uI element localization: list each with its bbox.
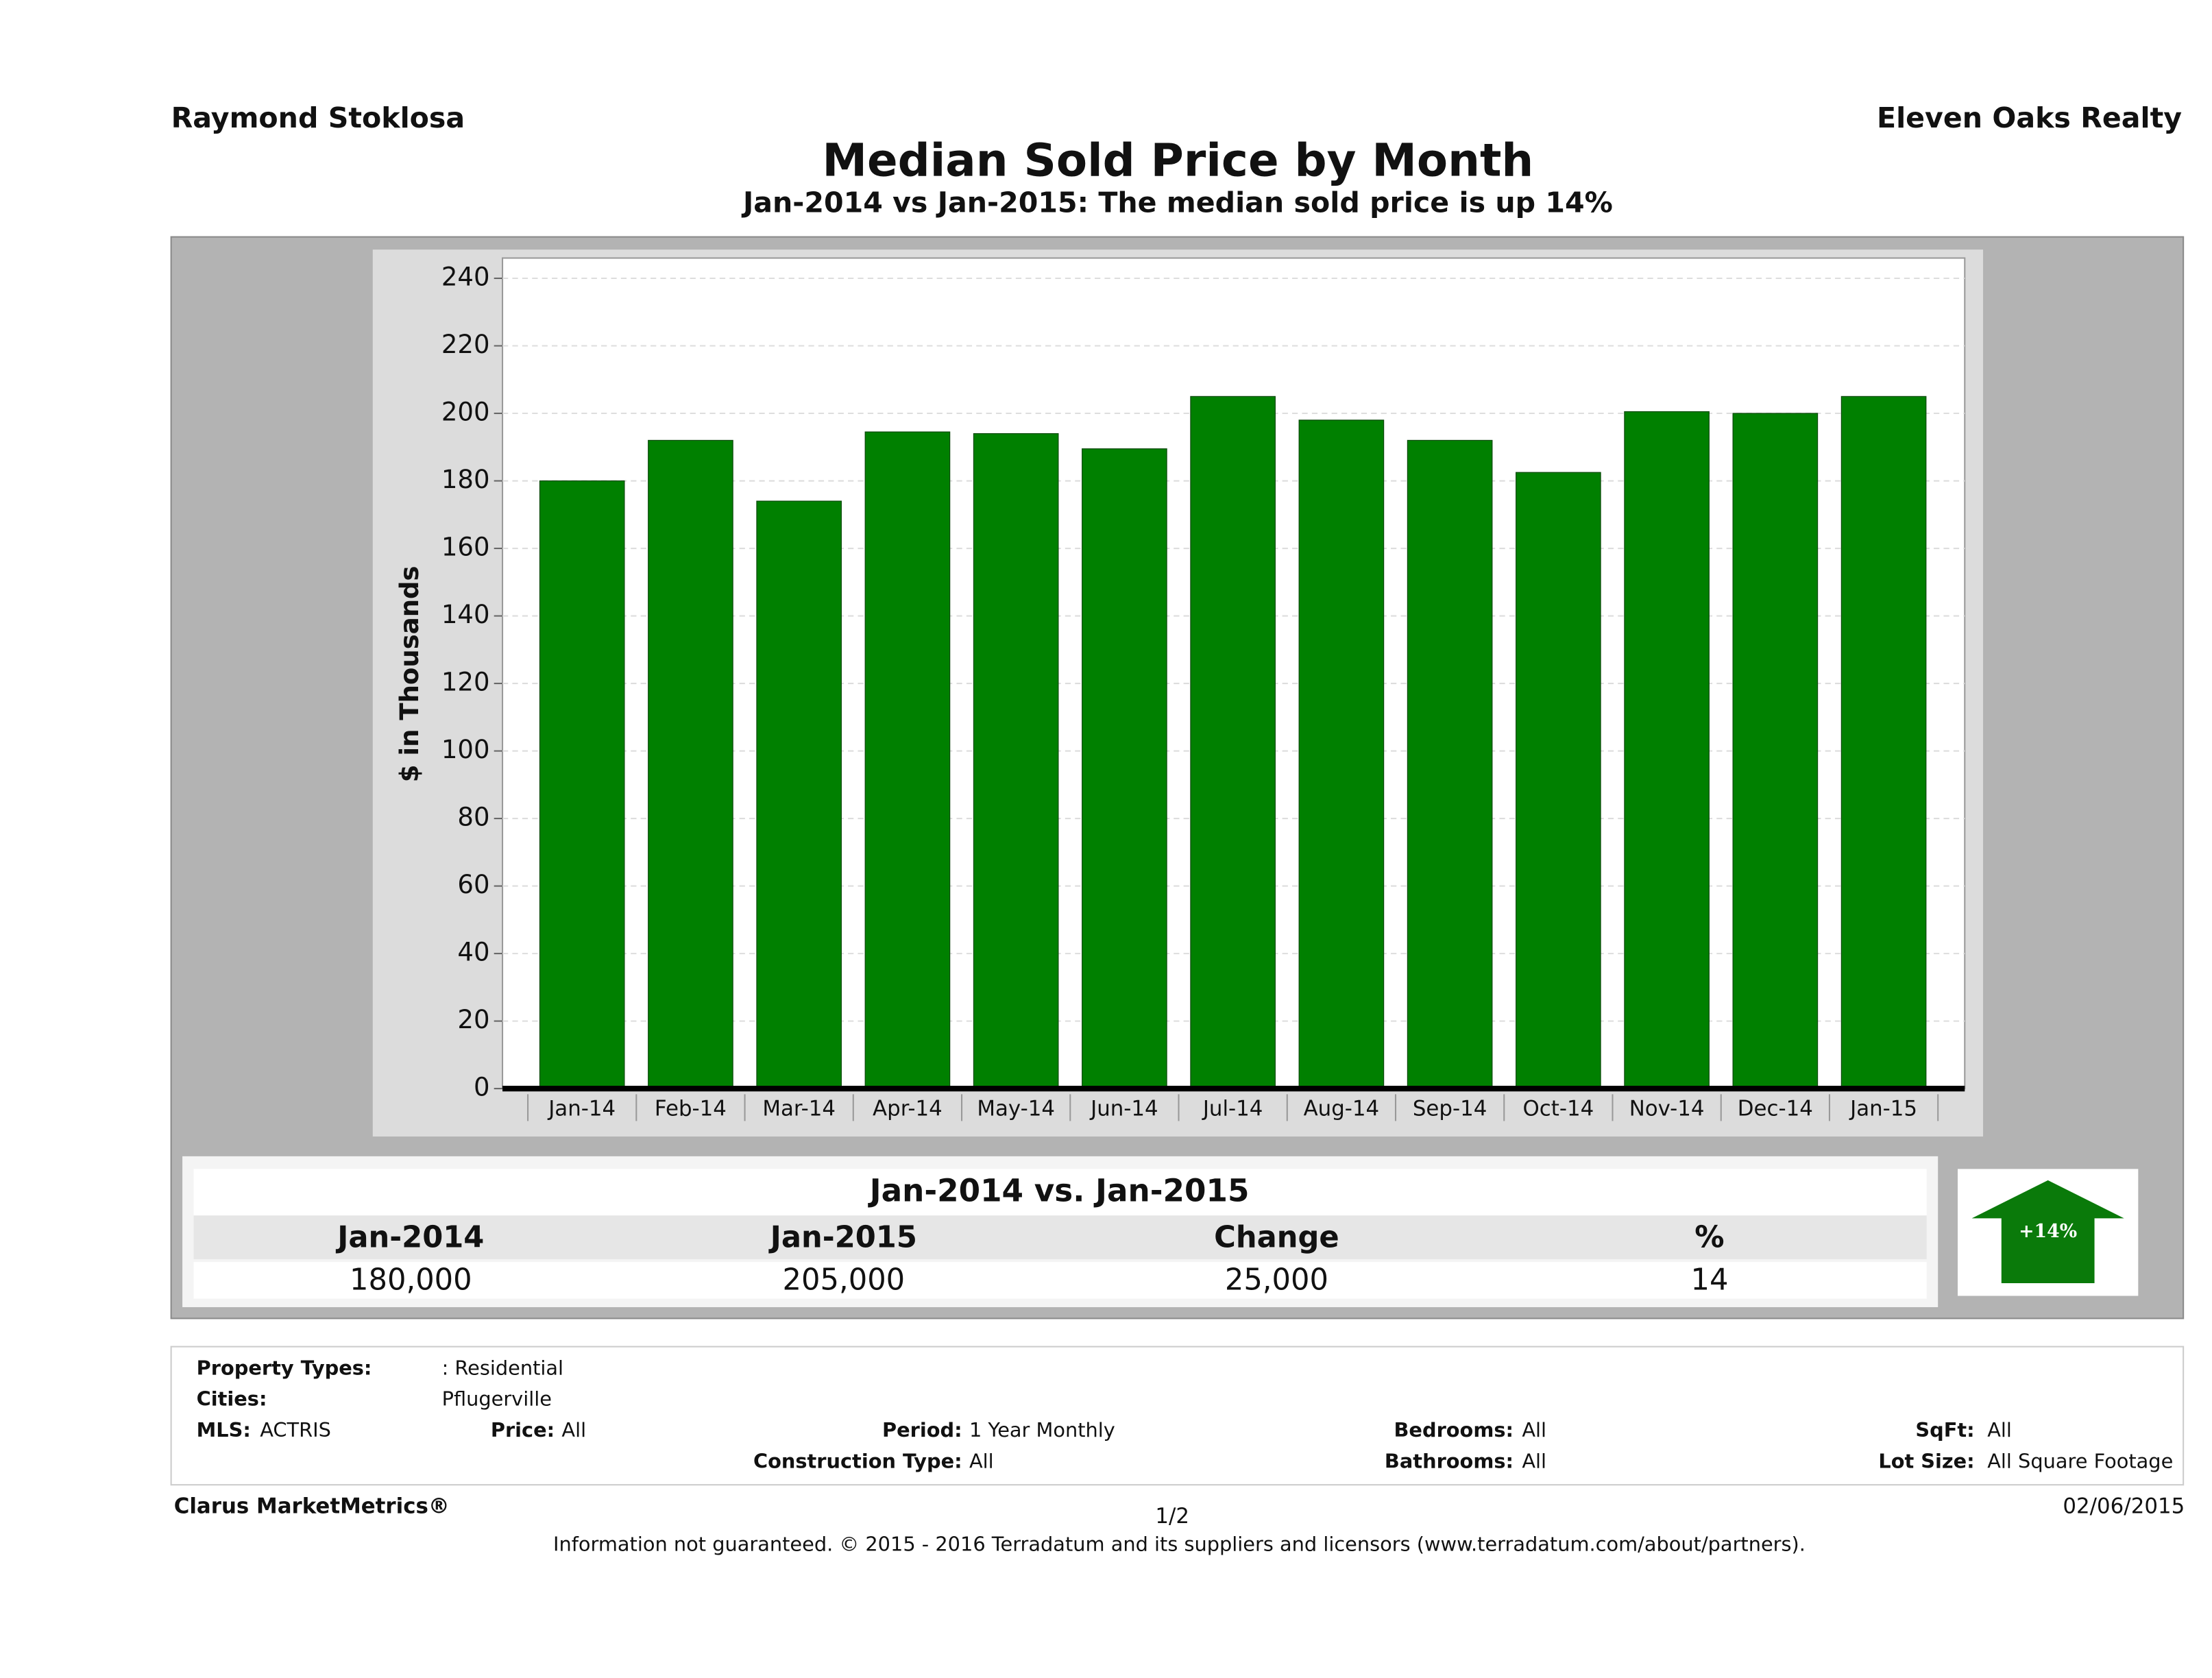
bar (973, 433, 1059, 1089)
detail-label: SqFt: (1915, 1418, 1974, 1442)
detail-value: All Square Footage (1987, 1449, 2173, 1472)
summary-title: Jan-2014 vs. Jan-2015 (868, 1172, 1250, 1208)
x-tick-label: Dec-14 (1738, 1096, 1813, 1121)
summary-value-row (193, 1262, 1927, 1299)
x-tick-label: Feb-14 (655, 1096, 727, 1121)
bar (1298, 420, 1385, 1089)
y-tick-label: 100 (441, 735, 490, 764)
badge-label: +14% (2019, 1221, 2077, 1242)
detail-label: Bedrooms: (1394, 1418, 1514, 1442)
detail-label: Bathrooms: (1385, 1449, 1514, 1472)
y-axis-label: $ in Thousands (395, 566, 424, 782)
bar (1840, 396, 1927, 1089)
x-tick-label: Jan-15 (1849, 1096, 1917, 1121)
summary-value: 180,000 (350, 1263, 472, 1297)
summary-header: % (1694, 1221, 1724, 1255)
detail-label: Cities: (197, 1387, 267, 1411)
bar (539, 480, 625, 1089)
up-arrow (1971, 1180, 2124, 1283)
detail-label: Lot Size: (1878, 1449, 1974, 1472)
detail-value: All (1987, 1418, 2012, 1442)
detail-value: 1 Year Monthly (969, 1418, 1115, 1442)
detail-value: All (561, 1418, 586, 1442)
x-tick-label: Jul-14 (1202, 1096, 1263, 1121)
page-number: 1/2 (1155, 1504, 1189, 1529)
summary-title-row (193, 1169, 1927, 1216)
company-name: Eleven Oaks Realty (1877, 101, 2182, 134)
y-tick-label: 80 (457, 803, 489, 832)
summary-table: Jan-2014 Jan-2015 Change % 180,000 205,000 25,… (335, 1221, 1728, 1298)
x-tick-label: Apr-14 (873, 1096, 943, 1121)
x-tick-label: May-14 (977, 1096, 1055, 1121)
bar (1407, 439, 1493, 1089)
details-box (170, 1346, 2185, 1486)
y-tick-label: 240 (441, 263, 490, 292)
summary-header-row (193, 1215, 1927, 1260)
detail-label: MLS: (197, 1418, 251, 1442)
detail-value: All (969, 1449, 994, 1472)
y-tick-label: 160 (441, 533, 490, 562)
footer-brand: Clarus MarketMetrics® (174, 1494, 450, 1519)
chart-title: Median Sold Price by Month (823, 134, 1534, 187)
summary-value: 205,000 (783, 1263, 906, 1297)
detail-label: Period: (882, 1418, 962, 1442)
summary-header: Jan-2014 (335, 1221, 484, 1255)
y-tick-label: 180 (441, 465, 490, 494)
detail-value: All (1522, 1449, 1546, 1472)
bar (1732, 413, 1819, 1089)
summary-header: Change (1214, 1221, 1339, 1255)
summary-value: 14 (1690, 1263, 1728, 1297)
x-tick-label: Nov-14 (1629, 1096, 1705, 1121)
report-date: 02/06/2015 (2063, 1494, 2185, 1519)
summary-header: Jan-2015 (768, 1221, 917, 1255)
y-tick-label: 40 (457, 938, 489, 967)
bar (1624, 411, 1710, 1089)
bar (1082, 448, 1167, 1089)
y-tick-label: 220 (441, 330, 490, 359)
bar (648, 439, 733, 1089)
detail-label: Construction Type: (753, 1449, 962, 1472)
bar (1516, 472, 1601, 1089)
y-tick-label: 60 (457, 870, 489, 899)
bar (756, 500, 842, 1089)
summary-value: 25,000 (1225, 1263, 1328, 1297)
x-tick-label: Jun-14 (1089, 1096, 1158, 1121)
y-tick-label: 120 (441, 668, 490, 697)
disclaimer: Information not guaranteed. © 2015 - 201… (553, 1533, 1806, 1556)
x-tick-label: Mar-14 (762, 1096, 836, 1121)
detail-value: : Residential (442, 1356, 563, 1379)
y-tick-label: 20 (457, 1005, 489, 1034)
bar (1190, 396, 1276, 1089)
detail-value: All (1522, 1418, 1546, 1442)
agent-name: Raymond Stoklosa (171, 101, 465, 134)
detail-label: Price: (491, 1418, 555, 1442)
y-tick-label: 0 (474, 1073, 490, 1102)
y-tick-label: 200 (441, 398, 490, 427)
x-tick-label: Jan-14 (547, 1096, 616, 1121)
plot: 0 20 40 60 80 100 120 140 160 180 200 220 240 Jan-14 F… (441, 263, 1965, 1121)
x-tick-label: Oct-14 (1523, 1096, 1594, 1121)
detail-label: Property Types: (197, 1356, 372, 1379)
y-tick-label: 140 (441, 600, 490, 629)
chart-subtitle: Jan-2014 vs Jan-2015: The median sold pr… (741, 186, 1613, 219)
bar (864, 431, 951, 1089)
x-tick-label: Aug-14 (1304, 1096, 1380, 1121)
detail-value: Pflugerville (442, 1387, 552, 1411)
x-tick-label: Sep-14 (1413, 1096, 1487, 1121)
detail-value: ACTRIS (260, 1418, 331, 1442)
